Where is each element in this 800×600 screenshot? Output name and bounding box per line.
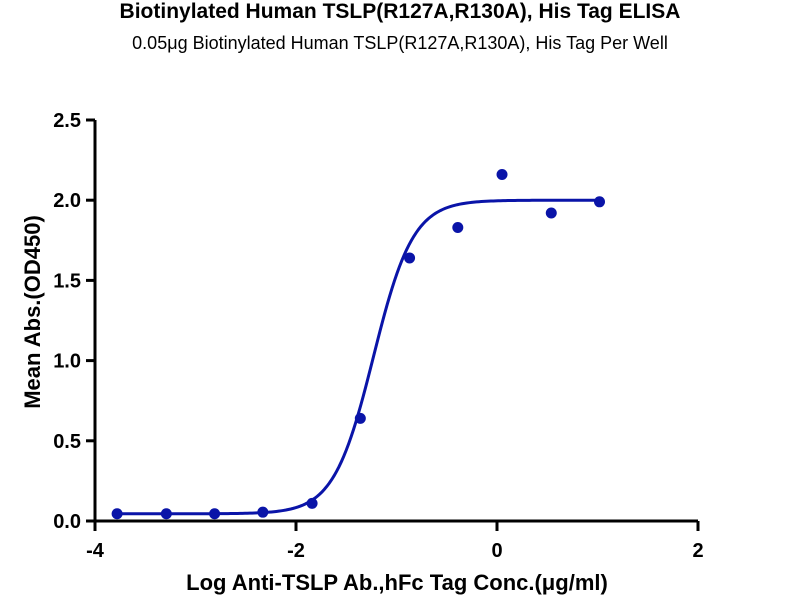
y-tick-label: 2.0 <box>53 190 81 212</box>
data-point <box>257 506 269 518</box>
x-tick-label: -4 <box>86 540 105 562</box>
data-point <box>545 207 557 219</box>
data-point <box>160 508 172 520</box>
data-point <box>496 169 508 181</box>
y-axis-label: Mean Abs.(OD450) <box>20 215 45 409</box>
chart-title: Biotinylated Human TSLP(R127A,R130A), Hi… <box>119 0 681 23</box>
data-point <box>594 196 606 208</box>
y-tick-label: 0.5 <box>53 431 81 453</box>
y-tick-label: 0.0 <box>53 511 81 533</box>
x-axis-label: Log Anti-TSLP Ab.,hFc Tag Conc.(μg/ml) <box>186 570 608 595</box>
data-point <box>452 221 464 233</box>
x-tick-label: 0 <box>491 540 502 562</box>
x-tick-label: 2 <box>692 540 703 562</box>
data-point <box>209 508 221 520</box>
data-point <box>354 412 366 424</box>
fit-curve-layer <box>117 198 600 516</box>
data-point <box>306 497 318 509</box>
y-tick-label: 2.5 <box>53 110 81 132</box>
y-tick-label: 1.5 <box>53 270 81 292</box>
data-points-layer <box>111 169 606 520</box>
axes: 0.0 0.5 1.0 1.5 2.0 2.5 -4 -2 0 2 <box>53 110 703 562</box>
x-tick-label: -2 <box>287 540 305 562</box>
y-tick-label: 1.0 <box>53 351 81 373</box>
fit-curve <box>117 198 600 516</box>
data-point <box>111 508 123 520</box>
chart-subtitle: 0.05μg Biotinylated Human TSLP(R127A,R13… <box>132 33 668 53</box>
data-point <box>404 252 416 264</box>
